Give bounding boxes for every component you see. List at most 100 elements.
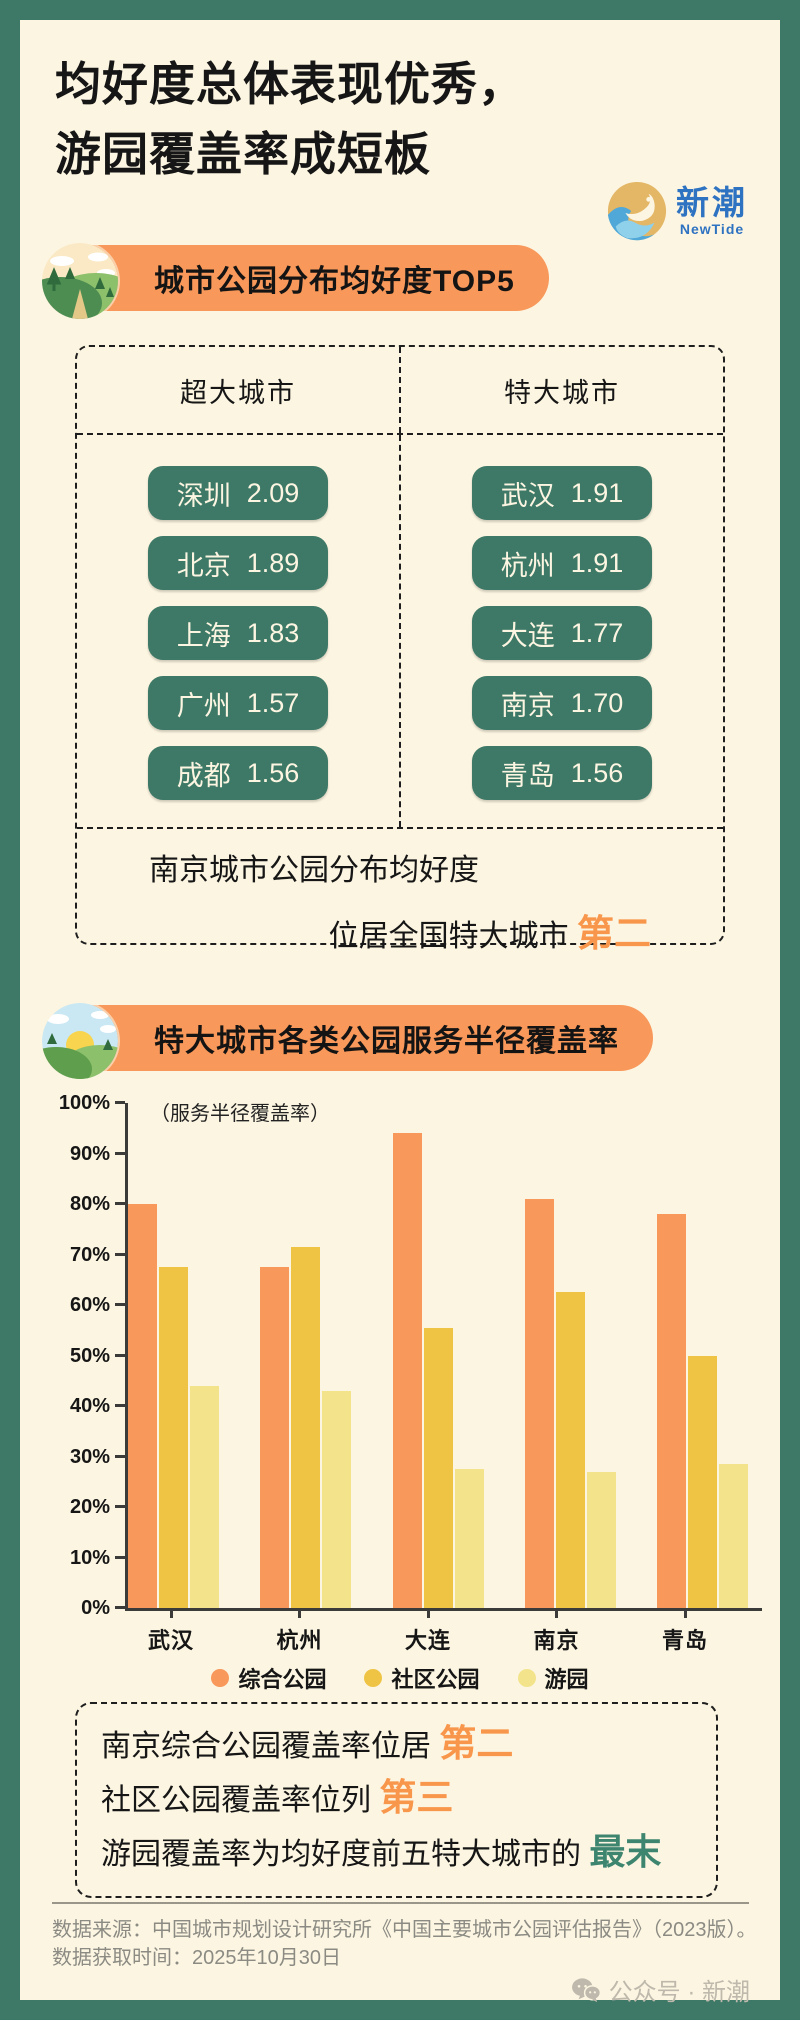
ranking-note-line1: 南京城市公园分布均好度 [149, 854, 479, 887]
ranking-table-body: 深圳 2.09 北京 1.89 上海 1.83 广州 1.57 成都 1.56 武汉 1.91 杭州 1… [77, 435, 723, 827]
pill-city-name: 青岛 [500, 760, 555, 791]
y-tick-label: 30% [69, 1445, 110, 1468]
bar-group-武汉 [128, 1204, 219, 1608]
conclusion-line2-highlight: 第三 [379, 1777, 454, 1818]
section1-badge-pill: 城市公园分布均好度TOP5 [62, 245, 549, 311]
bar-游园-大连 [454, 1469, 484, 1608]
x-slot-武汉: 武汉 [125, 1611, 217, 1655]
x-tick-mark [298, 1611, 301, 1618]
y-tick-mark [115, 1555, 125, 1559]
ranking-table-header: 超大城市 特大城市 [77, 347, 723, 435]
logo-name-cn: 新潮 [676, 184, 748, 221]
column-megacity-list: 武汉 1.91 杭州 1.91 大连 1.77 南京 1.70 青岛 1.56 [401, 435, 723, 827]
bar-综合公园-杭州 [260, 1267, 290, 1608]
pill-city-name: 武汉 [500, 480, 555, 511]
city-score-pill: 青岛 1.56 [472, 746, 652, 800]
bar-group-南京 [524, 1198, 616, 1608]
city-score-pill: 深圳 2.09 [148, 466, 328, 520]
y-tick-mark [115, 1303, 125, 1306]
sunny-park-icon [42, 1003, 118, 1079]
section1-badge-label: 城市公园分布均好度TOP5 [154, 265, 515, 298]
bar-group-大连 [392, 1133, 484, 1608]
x-slot-青岛: 青岛 [639, 1611, 731, 1655]
logo-name-en: NewTide [679, 221, 745, 237]
x-tick-mark [426, 1611, 430, 1618]
ranking-table: 超大城市 特大城市 深圳 2.09 北京 1.89 上海 1.83 广州 1.57 成都 1.56… [75, 345, 725, 954]
ranking-note: 南京城市公园分布均好度 位居全国特大城市 第二 [77, 827, 723, 967]
x-slot-南京: 南京 [511, 1611, 603, 1655]
legend-dot-icon [517, 1669, 536, 1687]
bar-社区公园-大连 [423, 1327, 453, 1608]
section2-badge-label: 特大城市各类公园服务半径覆盖率 [154, 1025, 619, 1058]
pill-city-value: 1.57 [246, 687, 300, 718]
y-tick-label: 80% [69, 1193, 110, 1215]
chart-axis-title: （服务半径覆盖率） [150, 1103, 330, 1125]
page-title-line2: 游园覆盖率成短板 [55, 127, 431, 180]
x-tick-label: 武汉 [147, 1628, 194, 1653]
wechat-credit: 公众号 · 新潮 [571, 1972, 750, 2007]
pill-city-name: 上海 [176, 620, 231, 651]
city-score-pill: 上海 1.83 [148, 606, 328, 660]
bar-group-青岛 [657, 1214, 748, 1608]
bar-综合公园-武汉 [128, 1204, 157, 1608]
pill-city-name: 杭州 [500, 550, 555, 581]
wechat-icon [571, 1977, 601, 2002]
brand-logo: 新潮 NewTide [606, 180, 748, 242]
ranking-note-line2-text: 位居全国特大城市 [328, 920, 569, 953]
y-tick-label: 40% [69, 1395, 110, 1417]
y-tick-mark [115, 1101, 125, 1104]
legend-label: 社区公园 [391, 1667, 480, 1692]
conclusion-line2-text: 社区公园覆盖率位列 [101, 1784, 380, 1817]
y-tick-label: 70% [69, 1243, 110, 1266]
y-tick-label: 100% [58, 1092, 110, 1114]
bar-综合公园-南京 [524, 1198, 554, 1608]
pill-city-name: 深圳 [176, 480, 231, 511]
legend-dot-icon [364, 1669, 383, 1687]
column-header-megacity: 特大城市 [504, 377, 620, 408]
y-tick-mark [115, 1606, 125, 1609]
y-tick-label: 20% [69, 1496, 110, 1518]
bar-社区公园-南京 [555, 1292, 585, 1608]
y-tick-mark [115, 1454, 125, 1458]
pill-city-value: 1.89 [246, 547, 300, 578]
pill-city-value: 1.56 [246, 757, 300, 788]
pill-city-name: 成都 [176, 760, 231, 791]
pill-city-name: 广州 [176, 690, 231, 721]
bar-游园-武汉 [190, 1385, 219, 1608]
bar-游园-青岛 [719, 1464, 748, 1608]
column-header-supercity: 超大城市 [77, 347, 401, 433]
bar-游园-南京 [586, 1471, 616, 1608]
y-tick-mark [115, 1252, 125, 1256]
pill-city-value: 1.83 [246, 617, 300, 648]
pill-city-value: 1.77 [570, 617, 624, 648]
legend-label: 综合公园 [238, 1667, 327, 1692]
bar-综合公园-大连 [392, 1133, 422, 1608]
data-source-line: 数据来源：中国城市规划设计研究所《中国主要城市公园评估报告》（2023版）。 [52, 1919, 757, 1941]
city-score-pill: 成都 1.56 [148, 746, 328, 800]
legend-label: 游园 [544, 1667, 589, 1692]
city-score-pill: 北京 1.89 [148, 536, 328, 590]
conclusion-line3: 游园覆盖率为均好度前五特大城市的 最末 [101, 1826, 692, 1880]
y-tick-mark [115, 1151, 125, 1155]
content-area: 均好度总体表现优秀， 游园覆盖率成短板 新潮 NewTide [20, 20, 780, 2006]
conclusion-box: 南京综合公园覆盖率位居 第二 社区公园覆盖率位列 第三 游园覆盖率为均好度前五特… [75, 1702, 718, 1898]
conclusion-line3-text: 游园覆盖率为均好度前五特大城市的 [101, 1838, 590, 1871]
city-score-pill: 杭州 1.91 [472, 536, 652, 590]
bar-社区公园-武汉 [159, 1267, 188, 1608]
bar-综合公园-青岛 [657, 1214, 686, 1608]
x-tick-mark [683, 1611, 687, 1618]
bar-游园-杭州 [322, 1390, 352, 1608]
legend-item-社区公园: 社区公园 [364, 1662, 480, 1694]
y-tick-label: 50% [69, 1344, 110, 1367]
legend-item-游园: 游园 [517, 1662, 589, 1694]
pill-city-value: 1.70 [570, 687, 624, 718]
x-tick-label: 南京 [533, 1628, 580, 1653]
y-tick-mark [115, 1202, 125, 1205]
newtide-logo-icon [606, 180, 668, 242]
x-tick-label: 青岛 [661, 1628, 708, 1653]
city-score-pill: 武汉 1.91 [472, 466, 652, 520]
ranking-note-highlight: 第二 [577, 913, 651, 954]
pill-city-name: 南京 [500, 690, 555, 721]
conclusion-line1-highlight: 第二 [439, 1723, 514, 1764]
park-scene-icon [42, 243, 118, 319]
